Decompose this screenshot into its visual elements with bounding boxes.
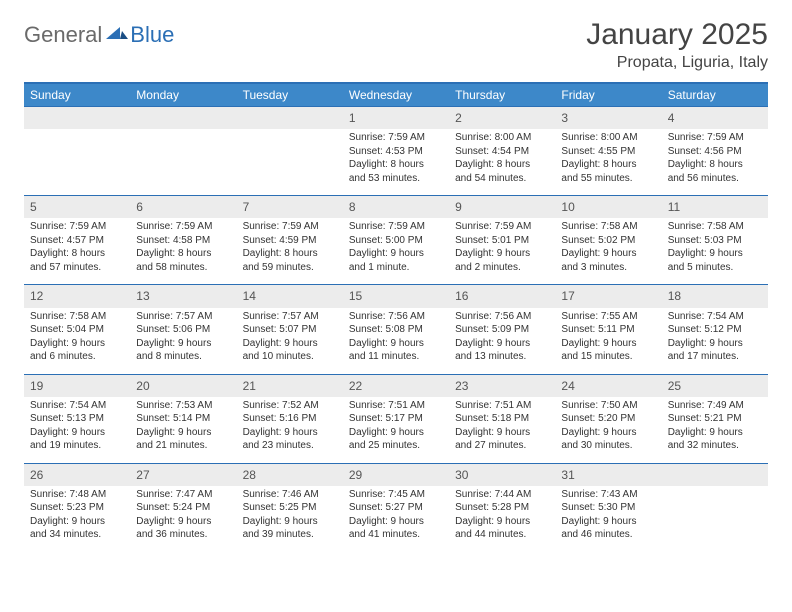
day-info: Sunrise: 7:49 AM Sunset: 5:21 PM Dayligh… xyxy=(662,397,768,464)
day-number xyxy=(24,107,130,130)
day-number: 17 xyxy=(555,285,661,308)
day-info: Sunrise: 7:57 AM Sunset: 5:07 PM Dayligh… xyxy=(237,308,343,375)
page-title: January 2025 xyxy=(586,18,768,52)
logo: General Blue xyxy=(24,22,174,48)
day-info: Sunrise: 8:00 AM Sunset: 4:54 PM Dayligh… xyxy=(449,129,555,196)
day-info xyxy=(130,129,236,196)
day-number: 7 xyxy=(237,196,343,219)
day-number: 10 xyxy=(555,196,661,219)
day-number: 28 xyxy=(237,463,343,486)
day-info: Sunrise: 7:45 AM Sunset: 5:27 PM Dayligh… xyxy=(343,486,449,552)
logo-text-blue: Blue xyxy=(130,22,174,48)
week-info-row: Sunrise: 7:59 AM Sunset: 4:53 PM Dayligh… xyxy=(24,129,768,196)
week-info-row: Sunrise: 7:54 AM Sunset: 5:13 PM Dayligh… xyxy=(24,397,768,464)
day-info: Sunrise: 7:43 AM Sunset: 5:30 PM Dayligh… xyxy=(555,486,661,552)
day-info: Sunrise: 7:54 AM Sunset: 5:12 PM Dayligh… xyxy=(662,308,768,375)
day-number: 23 xyxy=(449,374,555,397)
day-number: 11 xyxy=(662,196,768,219)
day-number: 24 xyxy=(555,374,661,397)
day-info: Sunrise: 7:46 AM Sunset: 5:25 PM Dayligh… xyxy=(237,486,343,552)
logo-mark-icon xyxy=(106,24,128,47)
day-number: 1 xyxy=(343,107,449,130)
day-number: 29 xyxy=(343,463,449,486)
day-number: 2 xyxy=(449,107,555,130)
day-number: 12 xyxy=(24,285,130,308)
day-number xyxy=(130,107,236,130)
day-info: Sunrise: 7:50 AM Sunset: 5:20 PM Dayligh… xyxy=(555,397,661,464)
week-info-row: Sunrise: 7:58 AM Sunset: 5:04 PM Dayligh… xyxy=(24,308,768,375)
week-daynum-row: 262728293031 xyxy=(24,463,768,486)
day-info: Sunrise: 7:58 AM Sunset: 5:04 PM Dayligh… xyxy=(24,308,130,375)
day-header: Saturday xyxy=(662,83,768,107)
day-number: 26 xyxy=(24,463,130,486)
day-header: Wednesday xyxy=(343,83,449,107)
day-info: Sunrise: 7:52 AM Sunset: 5:16 PM Dayligh… xyxy=(237,397,343,464)
day-info: Sunrise: 7:59 AM Sunset: 5:01 PM Dayligh… xyxy=(449,218,555,285)
day-info: Sunrise: 7:44 AM Sunset: 5:28 PM Dayligh… xyxy=(449,486,555,552)
day-info: Sunrise: 7:59 AM Sunset: 5:00 PM Dayligh… xyxy=(343,218,449,285)
day-number: 21 xyxy=(237,374,343,397)
day-info: Sunrise: 7:56 AM Sunset: 5:08 PM Dayligh… xyxy=(343,308,449,375)
day-number: 30 xyxy=(449,463,555,486)
day-info: Sunrise: 7:58 AM Sunset: 5:02 PM Dayligh… xyxy=(555,218,661,285)
day-header: Friday xyxy=(555,83,661,107)
day-number: 22 xyxy=(343,374,449,397)
week-info-row: Sunrise: 7:59 AM Sunset: 4:57 PM Dayligh… xyxy=(24,218,768,285)
day-info: Sunrise: 7:59 AM Sunset: 4:59 PM Dayligh… xyxy=(237,218,343,285)
day-info: Sunrise: 7:56 AM Sunset: 5:09 PM Dayligh… xyxy=(449,308,555,375)
day-number: 16 xyxy=(449,285,555,308)
day-info: Sunrise: 8:00 AM Sunset: 4:55 PM Dayligh… xyxy=(555,129,661,196)
day-info: Sunrise: 7:59 AM Sunset: 4:57 PM Dayligh… xyxy=(24,218,130,285)
title-block: January 2025 Propata, Liguria, Italy xyxy=(586,18,768,72)
day-info: Sunrise: 7:59 AM Sunset: 4:56 PM Dayligh… xyxy=(662,129,768,196)
day-info xyxy=(237,129,343,196)
day-number xyxy=(662,463,768,486)
week-daynum-row: 19202122232425 xyxy=(24,374,768,397)
day-number: 9 xyxy=(449,196,555,219)
day-header-row: Sunday Monday Tuesday Wednesday Thursday… xyxy=(24,83,768,107)
day-number: 5 xyxy=(24,196,130,219)
day-number: 19 xyxy=(24,374,130,397)
day-header: Monday xyxy=(130,83,236,107)
day-info: Sunrise: 7:51 AM Sunset: 5:18 PM Dayligh… xyxy=(449,397,555,464)
week-daynum-row: 12131415161718 xyxy=(24,285,768,308)
day-info: Sunrise: 7:53 AM Sunset: 5:14 PM Dayligh… xyxy=(130,397,236,464)
day-number: 18 xyxy=(662,285,768,308)
day-header: Thursday xyxy=(449,83,555,107)
day-info: Sunrise: 7:58 AM Sunset: 5:03 PM Dayligh… xyxy=(662,218,768,285)
day-header: Sunday xyxy=(24,83,130,107)
day-number: 4 xyxy=(662,107,768,130)
day-info xyxy=(24,129,130,196)
week-daynum-row: 567891011 xyxy=(24,196,768,219)
day-number: 27 xyxy=(130,463,236,486)
day-info: Sunrise: 7:55 AM Sunset: 5:11 PM Dayligh… xyxy=(555,308,661,375)
day-info: Sunrise: 7:51 AM Sunset: 5:17 PM Dayligh… xyxy=(343,397,449,464)
day-info: Sunrise: 7:54 AM Sunset: 5:13 PM Dayligh… xyxy=(24,397,130,464)
day-number: 13 xyxy=(130,285,236,308)
week-info-row: Sunrise: 7:48 AM Sunset: 5:23 PM Dayligh… xyxy=(24,486,768,552)
day-number xyxy=(237,107,343,130)
day-info: Sunrise: 7:48 AM Sunset: 5:23 PM Dayligh… xyxy=(24,486,130,552)
header: General Blue January 2025 Propata, Ligur… xyxy=(24,18,768,72)
day-number: 20 xyxy=(130,374,236,397)
day-number: 6 xyxy=(130,196,236,219)
day-info: Sunrise: 7:59 AM Sunset: 4:53 PM Dayligh… xyxy=(343,129,449,196)
day-header: Tuesday xyxy=(237,83,343,107)
logo-text-general: General xyxy=(24,22,102,48)
day-number: 8 xyxy=(343,196,449,219)
day-number: 31 xyxy=(555,463,661,486)
day-info: Sunrise: 7:59 AM Sunset: 4:58 PM Dayligh… xyxy=(130,218,236,285)
location-label: Propata, Liguria, Italy xyxy=(586,54,768,72)
day-number: 25 xyxy=(662,374,768,397)
day-info xyxy=(662,486,768,552)
calendar-table: Sunday Monday Tuesday Wednesday Thursday… xyxy=(24,82,768,552)
day-number: 14 xyxy=(237,285,343,308)
week-daynum-row: 1234 xyxy=(24,107,768,130)
day-number: 15 xyxy=(343,285,449,308)
day-number: 3 xyxy=(555,107,661,130)
day-info: Sunrise: 7:57 AM Sunset: 5:06 PM Dayligh… xyxy=(130,308,236,375)
day-info: Sunrise: 7:47 AM Sunset: 5:24 PM Dayligh… xyxy=(130,486,236,552)
